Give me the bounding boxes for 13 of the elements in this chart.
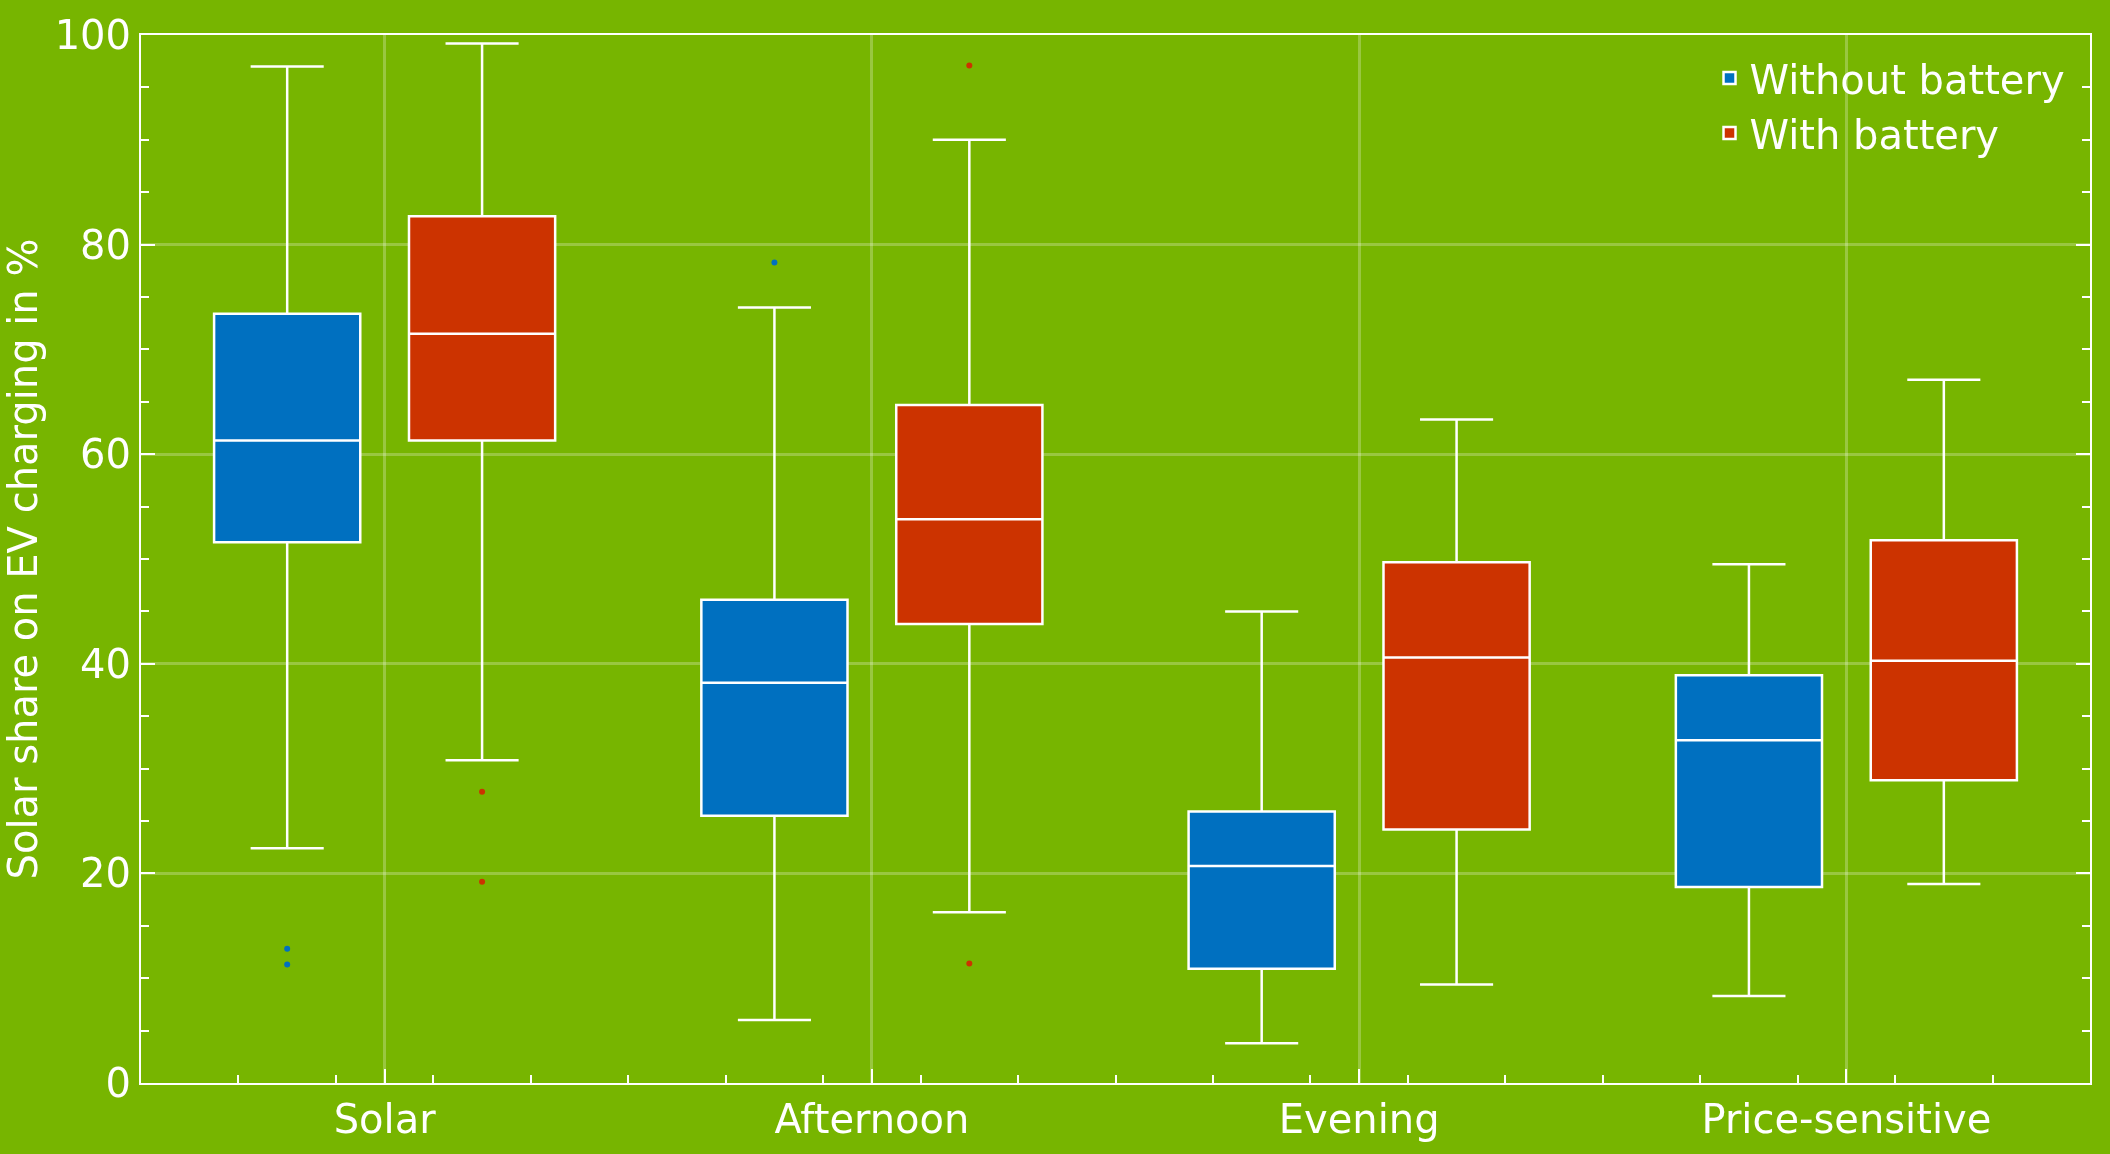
y-tick-label: 100 xyxy=(54,12,131,58)
x-tick-label: Solar xyxy=(333,1096,437,1142)
y-axis-title: Solar share on EV charging in % xyxy=(0,238,46,880)
y-tick-label: 20 xyxy=(80,850,131,897)
y-tick-label: 80 xyxy=(80,221,131,268)
legend-label: Without battery xyxy=(1749,56,2065,103)
y-tick-label: 0 xyxy=(105,1060,131,1106)
y-tick-label: 40 xyxy=(80,640,131,687)
x-tick-label: Afternoon xyxy=(774,1096,970,1142)
x-tick-label: Evening xyxy=(1278,1096,1440,1142)
legend-label: With battery xyxy=(1749,111,2000,158)
y-tick-label: 60 xyxy=(80,431,131,478)
x-tick-label: Price-sensitive xyxy=(1701,1096,1992,1142)
